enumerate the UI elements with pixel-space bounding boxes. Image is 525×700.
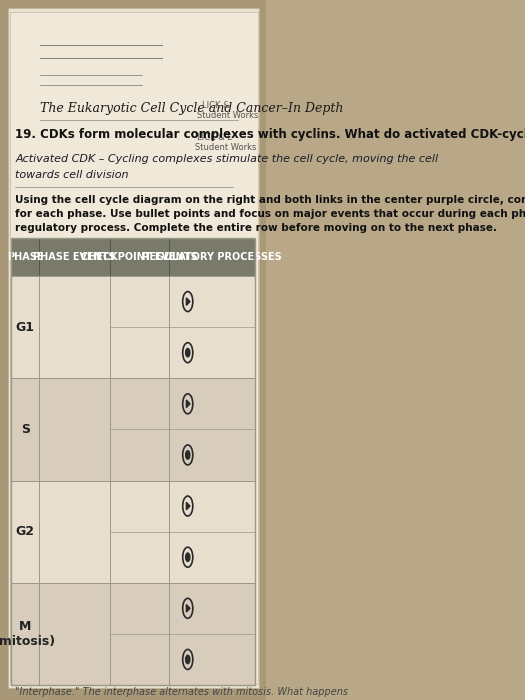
Text: Using the cell cycle diagram on the right and both links in the center purple ci: Using the cell cycle diagram on the righ… [15,195,525,205]
Bar [11,276,255,378]
Text: regulatory process. Complete the entire row before moving on to the next phase.: regulatory process. Complete the entire … [15,223,497,233]
Text: REGULATORY PROCESSES: REGULATORY PROCESSES [142,252,282,262]
Text: S: S [20,423,30,436]
Text: Student Works: Student Works [195,143,256,152]
Bar [11,378,255,480]
Polygon shape [186,605,190,612]
Circle shape [186,655,190,664]
Text: 19. CDKs form molecular complexes with cyclins. What do activated CDK-cyclin com: 19. CDKs form molecular complexes with c… [15,128,525,141]
Circle shape [186,451,190,459]
FancyBboxPatch shape [7,8,259,688]
Bar [11,238,255,276]
Text: CHECKPOINT EVENTS: CHECKPOINT EVENTS [81,252,198,262]
Text: G1: G1 [16,321,35,334]
Text: PHASE: PHASE [7,252,44,262]
Text: Activated CDK – Cycling complexes stimulate the cell cycle, moving the cell: Activated CDK – Cycling complexes stimul… [15,154,438,164]
Text: Student Works: Student Works [197,111,259,120]
Text: The Eukaryotic Cell Cycle and Cancer–In Depth: The Eukaryotic Cell Cycle and Cancer–In … [40,102,344,115]
Circle shape [186,349,190,357]
Text: LICK &: LICK & [202,101,230,110]
Text: "Interphase." The interphase alternates with mitosis. What happens: "Interphase." The interphase alternates … [15,687,348,697]
Text: G2: G2 [16,525,35,538]
Bar [11,480,255,582]
Text: for each phase. Use bullet points and focus on major events that occur during ea: for each phase. Use bullet points and fo… [15,209,525,219]
Bar [11,582,255,685]
Bar [11,238,255,685]
Text: PHASE EVENTS: PHASE EVENTS [33,252,116,262]
Text: towards cell division: towards cell division [15,170,129,180]
Circle shape [186,553,190,561]
Text: M
(mitosis): M (mitosis) [0,620,56,648]
Polygon shape [186,400,190,407]
FancyBboxPatch shape [10,12,258,684]
Text: LICK & L: LICK & L [197,133,232,142]
Polygon shape [186,298,190,305]
Polygon shape [186,503,190,510]
